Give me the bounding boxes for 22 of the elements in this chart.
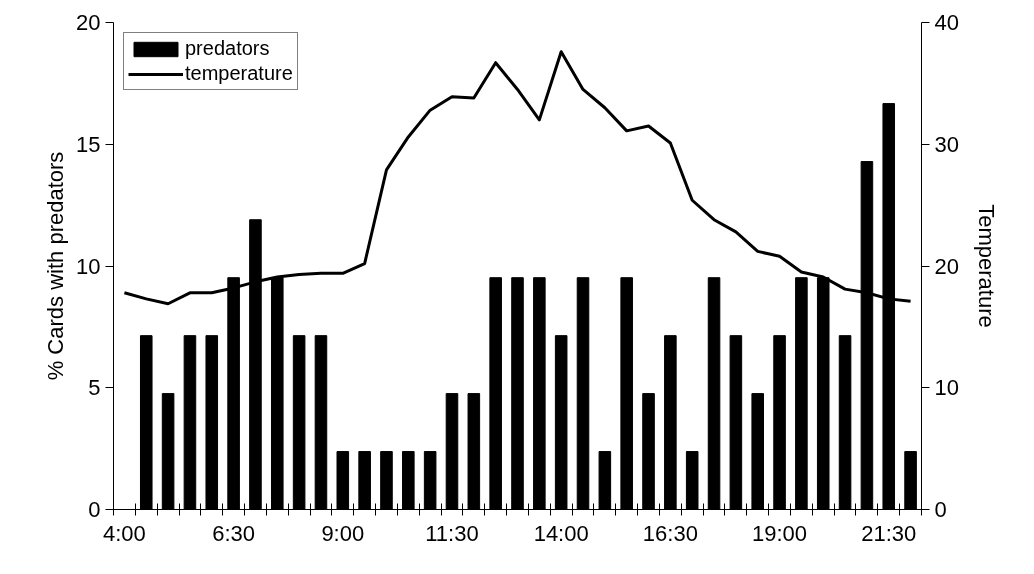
y-tick-label: 10: [76, 253, 101, 279]
x-tick-label: 11:30: [425, 520, 479, 546]
y2-tick-label: 0: [934, 497, 947, 522]
y2-tick-label: 20: [934, 253, 959, 279]
y-tick-label: 5: [88, 375, 101, 401]
y-tick-label: 15: [76, 131, 101, 157]
y2-tick-label: 30: [934, 131, 959, 157]
x-tick-label: 19:00: [752, 520, 808, 546]
x-tick-label: 16:30: [642, 520, 698, 546]
y2-tick-label: 10: [934, 375, 959, 401]
x-tick-label: 4:00: [103, 520, 146, 546]
x-tick-label: 6:30: [212, 520, 256, 546]
y-tick-label: 0: [88, 497, 101, 522]
y2-tick-label: 40: [934, 10, 959, 35]
x-tick-label: 9:00: [321, 520, 365, 546]
y-tick-label: 20: [76, 10, 101, 35]
x-tick-label: 14:00: [533, 520, 589, 546]
y-axis-title: % Cards with predators: [43, 151, 69, 381]
x-tick-label: 21:30: [861, 520, 917, 546]
legend-label: temperature: [185, 62, 293, 85]
legend-label: predators: [185, 37, 271, 60]
y2-axis-title: Temperature: [973, 204, 999, 328]
